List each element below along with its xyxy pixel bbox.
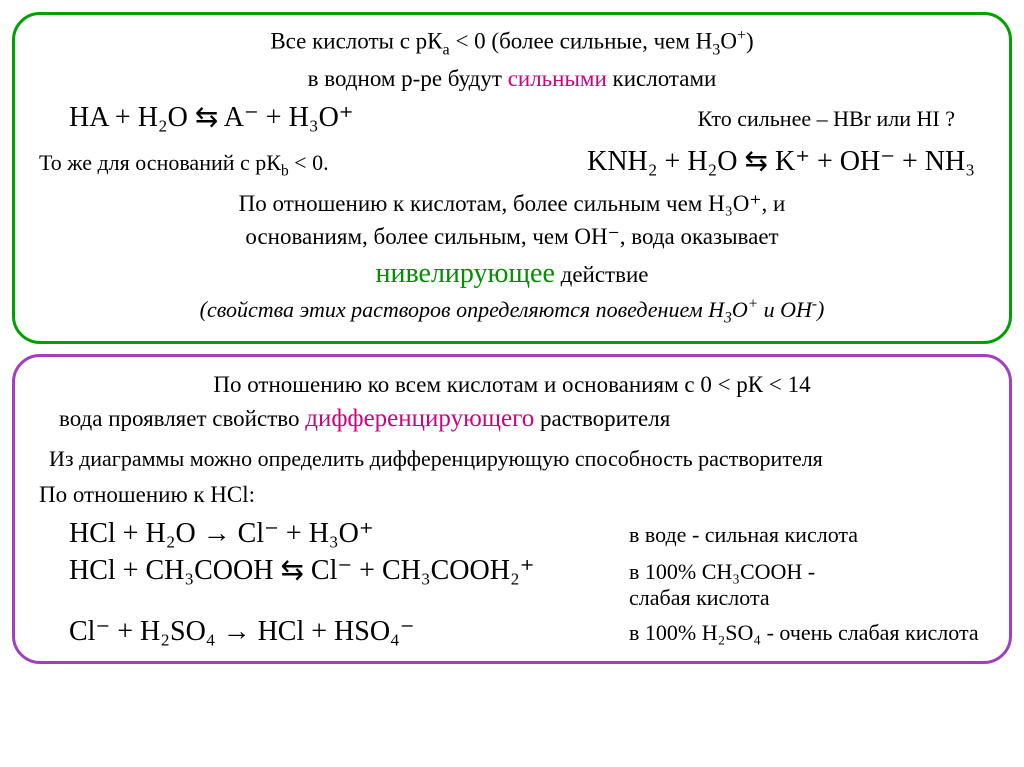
text: в 100% CH₃COOH - — [629, 559, 815, 585]
hcl-water-row: HCl + H₂O → Cl⁻ + H₃O⁺ в воде - сильная … — [39, 516, 985, 550]
diagram-note: Из диаграммы можно определить дифференци… — [39, 444, 985, 474]
hcl-acetic-equation: HCl + CH₃COOH ⇆ Cl⁻ + CH₃COOH₂⁺ — [39, 553, 629, 587]
differentiating-effect-box: По отношению ко всем кислотам и основани… — [12, 354, 1012, 665]
strong-acids-label: сильными — [508, 66, 607, 91]
diff-line-2: вода проявляет свойство дифференцирующег… — [39, 402, 985, 436]
equation-row-2: То же для оснований с рКb < 0. KNH₂ + H₂… — [39, 144, 985, 180]
properties-note: (свойства этих растворов определяются по… — [39, 294, 985, 329]
differentiating-label: дифференцирующего — [305, 405, 534, 432]
diff-line-1: По отношению ко всем кислотам и основани… — [39, 369, 985, 400]
hcl-acetic-note: в 100% CH₃COOH - слабая кислота — [629, 559, 815, 611]
text: < 0. — [289, 150, 329, 175]
text: Все кислоты с рК — [270, 29, 442, 54]
text: ) — [746, 29, 754, 54]
base-dissoc-equation: KNH₂ + H₂O ⇆ K⁺ + OH⁻ + NH₃ — [587, 144, 985, 178]
text: < 0 (более сильные, чем H — [450, 29, 713, 54]
hcl-sulfuric-row: Cl⁻ + H₂SO₄ → HCl + HSO₄⁻ в 100% H₂SO₄ -… — [39, 614, 985, 648]
acid-dissoc-equation: HA + H₂O ⇆ A⁻ + H₃O⁺ — [39, 100, 354, 134]
hcl-relation-label: По отношению к HCl: — [39, 479, 985, 510]
leveling-label: нивелирующее — [376, 258, 555, 289]
intro-line-1: Все кислоты с рКa < 0 (более сильные, че… — [39, 25, 985, 61]
relation-line-2: основаниям, более сильным, чем OH⁻, вода… — [39, 221, 985, 252]
intro-line-2: в водном р-ре будут сильными кислотами — [39, 63, 985, 94]
hcl-water-equation: HCl + H₂O → Cl⁻ + H₃O⁺ — [39, 516, 629, 550]
leveling-effect-box: Все кислоты с рКa < 0 (более сильные, че… — [12, 12, 1012, 344]
text: O — [720, 29, 737, 54]
text: вода проявляет свойство — [59, 406, 305, 431]
equation-row-1: HA + H₂O ⇆ A⁻ + H₃O⁺ Кто сильнее – HBr и… — [39, 100, 985, 134]
relation-line-1: По отношению к кислотам, более сильным ч… — [39, 188, 985, 219]
text: растворителя — [534, 406, 670, 431]
text: слабая кислота — [629, 585, 815, 611]
hcl-sulfuric-note: в 100% H₂SO₄ - очень слабая кислота — [629, 620, 979, 646]
bases-note: То же для оснований с рКb < 0. — [39, 150, 329, 180]
hcl-sulfuric-equation: Cl⁻ + H₂SO₄ → HCl + HSO₄⁻ — [39, 614, 629, 648]
text: действие — [555, 262, 649, 287]
hcl-acetic-row: HCl + CH₃COOH ⇆ Cl⁻ + CH₃COOH₂⁺ в 100% C… — [39, 553, 985, 611]
hbr-hi-question: Кто сильнее – HBr или HI ? — [698, 106, 985, 132]
text: кислотами — [607, 66, 717, 91]
text: в водном р-ре будут — [308, 66, 508, 91]
hcl-water-note: в воде - сильная кислота — [629, 522, 858, 548]
text: То же для оснований с рК — [39, 150, 281, 175]
leveling-line: нивелирующее действие — [39, 255, 985, 293]
